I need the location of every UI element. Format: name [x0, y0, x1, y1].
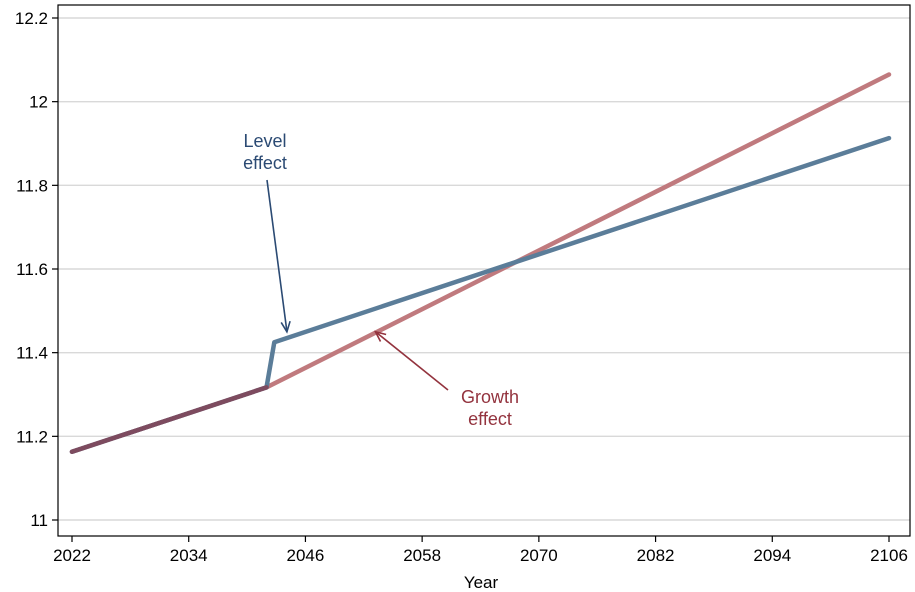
x-tick-label: 2094: [753, 546, 791, 565]
annotations: Level effect Growth effect: [243, 131, 519, 429]
y-tick-label: 11.4: [16, 344, 48, 363]
series-layer: [69, 72, 892, 455]
y-tick-label: 12.2: [15, 9, 48, 28]
x-tick-label: 2046: [287, 546, 325, 565]
y-tick-label: 11.6: [16, 260, 48, 279]
level-annotation-line-1: Level: [243, 131, 286, 151]
growth-annotation-arrow: [374, 331, 449, 391]
x-tick-label: 2058: [403, 546, 441, 565]
x-tick-label: 2106: [870, 546, 908, 565]
level-annotation-line-2: effect: [243, 153, 287, 173]
y-tick-label: 11: [30, 511, 48, 530]
y-tick-label: 11.2: [16, 427, 48, 446]
x-tick-label: 2070: [520, 546, 558, 565]
x-tick-label: 2034: [170, 546, 208, 565]
level-annotation-arrow: [266, 179, 288, 332]
shared-baseline-line: [69, 385, 269, 455]
x-axis-title: Year: [464, 573, 499, 592]
level-annotation-arrowhead: [280, 320, 291, 334]
growth-annotation-line-1: Growth: [461, 387, 519, 407]
plot-frame: [57, 4, 911, 537]
growth-annotation-arrowhead: [373, 330, 387, 342]
grid-lines: [58, 17, 910, 521]
y-tick-label: 12: [29, 93, 48, 112]
x-tick-label: 2022: [53, 546, 91, 565]
axes: 11 11.2 11.4 11.6 11.8 12 12.2 2022 2034 2046 2058…: [15, 9, 908, 565]
x-tick-label: 2082: [637, 546, 675, 565]
y-tick-label: 11.8: [16, 176, 48, 195]
growth-annotation-line-2: effect: [468, 409, 512, 429]
